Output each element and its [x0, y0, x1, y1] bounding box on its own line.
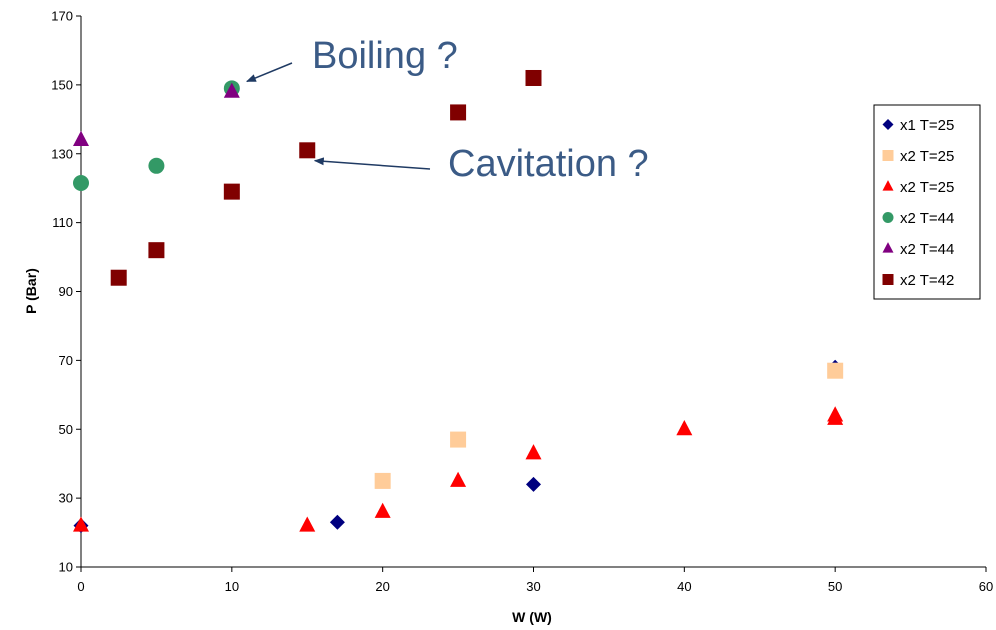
x-tick-label: 40: [677, 579, 691, 594]
data-point: [450, 104, 467, 121]
data-point: [450, 471, 467, 487]
data-point: [450, 431, 467, 448]
y-tick-label: 10: [59, 560, 73, 575]
legend-entry-label: x2 T=42: [900, 272, 954, 289]
data-point: [827, 406, 844, 422]
data-point: [827, 362, 844, 379]
data-point: [374, 502, 391, 518]
y-tick-label: 130: [51, 146, 73, 161]
data-point: [299, 516, 316, 532]
data-point: [110, 269, 127, 286]
y-tick-label: 90: [59, 284, 73, 299]
y-tick-label: 70: [59, 353, 73, 368]
data-point: [73, 175, 89, 192]
data-point: [223, 183, 240, 200]
data-point: [148, 242, 165, 259]
legend-box: [873, 104, 981, 300]
x-tick-label: 50: [828, 579, 842, 594]
data-point: [73, 130, 89, 146]
x-tick-label: 30: [526, 579, 540, 594]
y-tick-label: 50: [59, 422, 73, 437]
legend-marker: [882, 274, 894, 285]
x-tick-label: 60: [979, 579, 993, 594]
legend-entry-label: x2 T=25: [900, 148, 954, 165]
data-point: [374, 472, 391, 489]
x-tick-label: 20: [375, 579, 389, 594]
x-tick-label: 0: [77, 579, 84, 594]
data-point: [73, 516, 89, 532]
data-point: [223, 82, 240, 98]
legend-marker: [882, 150, 894, 161]
y-tick-label: 30: [59, 491, 73, 506]
data-point: [676, 420, 693, 436]
legend-marker: [882, 242, 894, 253]
data-point: [299, 142, 316, 159]
x-axis-title: W (W): [512, 609, 552, 625]
legend-marker: [882, 180, 894, 191]
y-tick-label: 150: [51, 77, 73, 92]
data-point: [525, 69, 542, 86]
legend-entry-label: x2 T=44: [900, 241, 954, 258]
annotations: Boiling ? Cavitation ?: [245, 35, 649, 185]
y-tick-label: 170: [51, 9, 73, 24]
y-axis-title: P (Bar): [23, 268, 39, 314]
data-points: [73, 69, 844, 534]
annotation-label: Cavitation ?: [448, 143, 649, 185]
y-tick-label: 110: [52, 215, 73, 230]
annotation-arrow: [245, 62, 293, 83]
axes: 10 30 50 70 90 110 130 150 170 0 10 20 30 40 50 60: [51, 9, 993, 595]
legend: x1 T=25 x2 T=25 x2 T=25 x2 T=44 x2 T=44 x2 T=…: [873, 104, 981, 300]
legend-entry-label: x2 T=44: [900, 210, 954, 227]
data-point: [526, 476, 541, 492]
data-point: [148, 157, 165, 174]
legend-marker: [882, 119, 894, 130]
legend-marker: [882, 212, 894, 223]
annotation-arrow: [313, 157, 431, 170]
legend-entry-label: x2 T=25: [900, 179, 954, 196]
data-point: [525, 444, 542, 460]
x-tick-label: 10: [225, 579, 239, 594]
data-point: [329, 514, 345, 530]
legend-entry-label: x1 T=25: [900, 117, 954, 134]
annotation-label: Boiling ?: [312, 35, 458, 77]
